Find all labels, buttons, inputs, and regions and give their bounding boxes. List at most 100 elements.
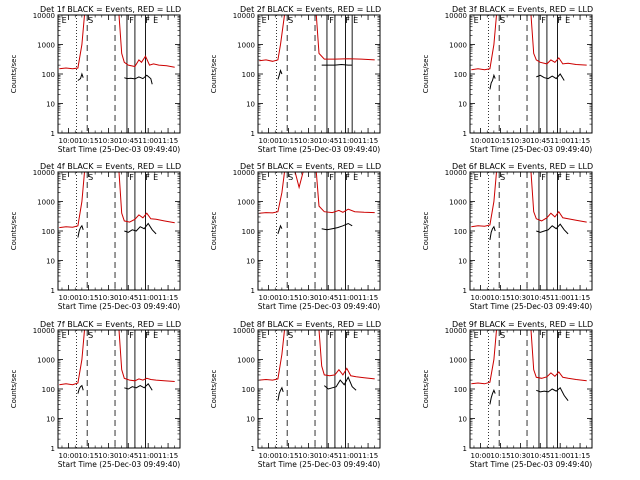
marker-label-f: F xyxy=(541,173,546,182)
x-tick-label: 10:00 xyxy=(259,137,279,145)
x-tick-label: 11:15 xyxy=(570,452,590,460)
x-tick-label: 10:30 xyxy=(98,452,118,460)
y-tick-label: 100 xyxy=(454,71,467,79)
chart-title: Det 7f BLACK = Events, RED = LLD xyxy=(40,320,181,329)
chart-title: Det 2f BLACK = Events, RED = LLD xyxy=(240,5,381,14)
y-axis-label: Counts/sec xyxy=(422,212,430,251)
marker-label-e2: E xyxy=(565,173,570,182)
series-lld-line xyxy=(259,329,285,381)
marker-label-e2: E xyxy=(153,16,158,25)
series-events-line xyxy=(124,74,153,85)
x-tick-label: 10:30 xyxy=(510,137,530,145)
marker-label-f2: F xyxy=(345,16,350,25)
x-tick-label: 11:15 xyxy=(570,137,590,145)
y-tick-label: 10000 xyxy=(33,12,55,20)
x-tick-label: 10:45 xyxy=(118,137,138,145)
chart-title: Det 4f BLACK = Events, RED = LLD xyxy=(40,162,181,171)
chart-title: Det 6f BLACK = Events, RED = LLD xyxy=(452,162,593,171)
series-lld-line xyxy=(471,329,497,385)
y-tick-label: 10 xyxy=(46,416,55,424)
x-tick-label: 10:45 xyxy=(530,294,550,302)
y-tick-label: 1 xyxy=(51,130,55,138)
x-tick-label: 11:00 xyxy=(550,452,570,460)
x-tick-label: 10:45 xyxy=(318,294,338,302)
x-tick-label: 10:45 xyxy=(530,137,550,145)
y-axis-label: Counts/sec xyxy=(10,370,18,409)
series-lld-line xyxy=(530,171,587,223)
series-events-line xyxy=(277,224,283,235)
series-lld-line xyxy=(530,329,587,382)
marker-label-s: S xyxy=(88,331,93,340)
x-tick-label: 10:00 xyxy=(471,137,491,145)
series-events-line xyxy=(321,63,353,66)
series-lld-line xyxy=(259,14,285,62)
x-tick-label: 10:00 xyxy=(471,294,491,302)
plot-frame xyxy=(57,171,181,291)
plot-frame xyxy=(57,329,181,449)
marker-label-s: S xyxy=(288,173,293,182)
x-tick-label: 11:15 xyxy=(570,294,590,302)
y-tick-label: 100 xyxy=(454,228,467,236)
y-tick-label: 1 xyxy=(51,287,55,295)
x-tick-label: 11:00 xyxy=(138,294,158,302)
x-tick-label: 10:15 xyxy=(278,137,298,145)
x-tick-label: 10:00 xyxy=(259,294,279,302)
y-tick-label: 1000 xyxy=(237,357,255,365)
x-tick-label: 11:15 xyxy=(358,294,378,302)
marker-label-e: E xyxy=(62,331,67,340)
y-tick-label: 10000 xyxy=(233,169,255,177)
series-events-line xyxy=(489,225,496,240)
marker-label-f: F xyxy=(329,331,334,340)
x-tick-label: 11:00 xyxy=(338,452,358,460)
y-tick-label: 1000 xyxy=(449,357,467,365)
y-tick-label: 1000 xyxy=(237,42,255,50)
y-tick-label: 10000 xyxy=(233,12,255,20)
y-axis-label: Counts/sec xyxy=(422,55,430,94)
x-tick-label: 10:15 xyxy=(78,294,98,302)
plot-frame xyxy=(257,329,381,449)
marker-label-e2: E xyxy=(353,173,358,182)
series-lld-line xyxy=(118,14,175,68)
x-tick-label: 11:00 xyxy=(138,452,158,460)
plot-frame xyxy=(469,329,593,449)
series-events-line xyxy=(536,387,569,402)
y-tick-label: 10 xyxy=(246,416,255,424)
marker-label-f: F xyxy=(129,16,134,25)
x-axis-label: Start Time (25-Dec-03 09:49:40) xyxy=(258,460,380,469)
marker-label-f2: F xyxy=(557,173,562,182)
x-axis-label: Start Time (25-Dec-03 09:49:40) xyxy=(470,145,592,154)
y-axis-label: Counts/sec xyxy=(10,55,18,94)
series-events-line xyxy=(124,382,153,391)
marker-label-e: E xyxy=(62,16,67,25)
series-events-line xyxy=(323,376,357,391)
x-axis-label: Start Time (25-Dec-03 09:49:40) xyxy=(58,460,180,469)
x-axis-label: Start Time (25-Dec-03 09:49:40) xyxy=(258,145,380,154)
marker-label-s: S xyxy=(288,16,293,25)
x-tick-label: 10:00 xyxy=(471,452,491,460)
series-events-line xyxy=(536,73,565,81)
x-axis-label: Start Time (25-Dec-03 09:49:40) xyxy=(58,302,180,311)
x-tick-label: 10:15 xyxy=(278,294,298,302)
y-tick-label: 10 xyxy=(246,258,255,266)
x-axis-label: Start Time (25-Dec-03 09:49:40) xyxy=(470,302,592,311)
marker-label-s: S xyxy=(88,173,93,182)
y-tick-label: 100 xyxy=(454,386,467,394)
y-tick-label: 1 xyxy=(251,445,255,453)
series-events-line xyxy=(489,73,496,90)
x-tick-label: 10:15 xyxy=(490,452,510,460)
series-lld-line xyxy=(318,329,375,380)
y-tick-label: 10 xyxy=(46,258,55,266)
marker-label-f: F xyxy=(329,173,334,182)
y-tick-label: 1 xyxy=(463,287,467,295)
y-tick-label: 1000 xyxy=(37,199,55,207)
marker-label-e: E xyxy=(474,173,479,182)
marker-label-e: E xyxy=(262,16,267,25)
y-tick-label: 10 xyxy=(458,258,467,266)
x-tick-label: 10:45 xyxy=(318,452,338,460)
x-tick-label: 10:45 xyxy=(118,452,138,460)
marker-label-e2: E xyxy=(565,331,570,340)
